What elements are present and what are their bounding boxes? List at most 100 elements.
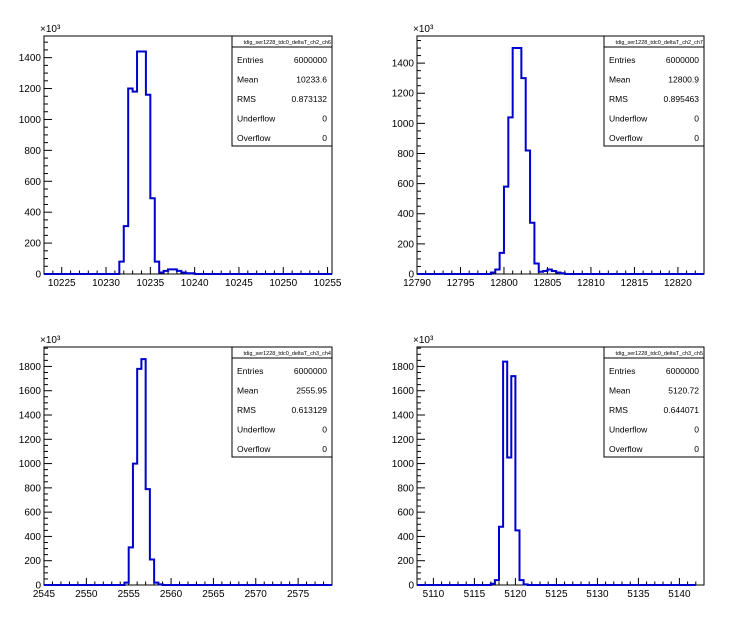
y-tick-label: 200	[24, 239, 41, 250]
y-tick-label: 1200	[19, 435, 42, 446]
y-tick-label: 1800	[392, 362, 415, 373]
histogram-series-line	[44, 50, 332, 275]
y-exponent-label: ×10³	[40, 24, 61, 35]
y-tick-label: 1000	[19, 115, 42, 126]
stats-box	[231, 35, 333, 147]
y-tick-label: 1000	[392, 459, 415, 470]
stats-title: tdig_ser1228_tdc0_deltaT_ch2_ch6	[244, 40, 331, 46]
stats-value: 0	[322, 133, 327, 143]
stats-value: 5120.72	[668, 386, 699, 396]
x-tick-label: 2565	[202, 589, 225, 600]
x-tick-label: 2550	[75, 589, 98, 600]
stats-value: 0	[322, 425, 327, 435]
stats-value: 6000000	[294, 55, 327, 65]
x-tick-label: 12795	[447, 278, 475, 289]
stats-title: tdig_ser1228_tdc0_deltaT_ch2_ch7	[616, 40, 703, 46]
x-tick-label: 2560	[160, 589, 183, 600]
y-tick-label: 1200	[19, 84, 42, 95]
x-tick-label: 12820	[664, 278, 692, 289]
x-tick-label: 5140	[668, 589, 691, 600]
stats-label: Overflow	[609, 133, 643, 143]
stats-label: Entries	[609, 55, 635, 65]
y-tick-label: 800	[24, 483, 41, 494]
x-tick-label: 10230	[92, 278, 120, 289]
x-tick-label: 5125	[545, 589, 568, 600]
stats-label: Entries	[237, 366, 263, 376]
stats-value: 0	[694, 425, 699, 435]
stats-value: 0	[322, 444, 327, 454]
y-tick-label: 200	[397, 556, 414, 567]
y-tick-label: 800	[24, 146, 41, 157]
y-tick-label: 1000	[19, 459, 42, 470]
y-tick-label: 0	[35, 581, 41, 592]
x-tick-label: 5115	[464, 589, 486, 600]
y-tick-label: 600	[24, 177, 41, 188]
histogram-series-line	[417, 360, 696, 586]
y-tick-label: 800	[397, 483, 414, 494]
stats-box	[603, 346, 705, 458]
x-tick-label: 10235	[136, 278, 164, 289]
stats-label: Entries	[237, 55, 263, 65]
stats-label: Underflow	[237, 425, 276, 435]
x-tick-label: 12790	[403, 278, 431, 289]
y-tick-label: 800	[397, 149, 414, 160]
stats-label: Overflow	[237, 133, 271, 143]
stats-value: 0	[694, 133, 699, 143]
stats-label: Entries	[609, 366, 635, 376]
y-tick-label: 1400	[19, 411, 42, 422]
y-tick-label: 1600	[19, 386, 42, 397]
y-tick-label: 200	[24, 556, 41, 567]
x-tick-label: 10250	[269, 278, 297, 289]
x-tick-label: 2570	[245, 589, 268, 600]
y-tick-label: 1600	[392, 386, 415, 397]
x-tick-label: 5120	[504, 589, 527, 600]
y-tick-label: 0	[408, 270, 414, 281]
stats-label: Mean	[237, 386, 259, 396]
x-tick-label: 10240	[181, 278, 209, 289]
stats-label: RMS	[609, 94, 628, 104]
x-tick-label: 5110	[423, 589, 445, 600]
stats-label: Mean	[609, 386, 631, 396]
y-tick-label: 1400	[392, 59, 415, 70]
stats-label: Mean	[237, 75, 259, 85]
stats-value: 0	[694, 444, 699, 454]
stats-value: 2555.95	[296, 386, 327, 396]
histogram-panel-1: 10225 10230 10235 10240 10245 10250 10255 0 200 4…	[19, 24, 342, 289]
y-tick-label: 600	[397, 508, 414, 519]
y-exponent-label: ×10³	[413, 335, 434, 346]
stats-value: 0.895463	[664, 94, 700, 104]
y-exponent-label: ×10³	[40, 335, 61, 346]
y-tick-label: 1000	[392, 119, 415, 130]
stats-box	[231, 346, 333, 458]
y-tick-label: 400	[24, 532, 41, 543]
stats-value: 0.873132	[292, 94, 328, 104]
stats-value: 6000000	[666, 55, 699, 65]
stats-label: Underflow	[237, 114, 276, 124]
y-tick-label: 600	[24, 508, 41, 519]
y-tick-label: 1200	[392, 435, 415, 446]
x-tick-label: 12805	[534, 278, 562, 289]
x-tick-label: 2545	[33, 589, 56, 600]
x-tick-label: 2575	[287, 589, 310, 600]
y-tick-label: 0	[408, 581, 414, 592]
y-tick-label: 400	[24, 208, 41, 219]
histogram-series-line	[44, 358, 332, 586]
stats-label: Underflow	[609, 114, 648, 124]
x-tick-label: 10245	[225, 278, 253, 289]
y-tick-label: 1800	[19, 362, 42, 373]
histogram-panel-3: 2545 2550 2555 2560 2565 2570 2575 0 200 400 600 80…	[19, 335, 333, 600]
y-tick-label: 1400	[392, 411, 415, 422]
stats-value: 0.644071	[664, 405, 700, 415]
x-tick-label: 2555	[118, 589, 141, 600]
stats-label: RMS	[237, 405, 256, 415]
x-tick-label: 12815	[621, 278, 649, 289]
stats-title: tdig_ser1228_tdc0_deltaT_ch3_ch5	[616, 351, 703, 357]
stats-value: 0.613129	[292, 405, 328, 415]
y-tick-label: 0	[35, 270, 41, 281]
stats-value: 10233.6	[296, 75, 327, 85]
y-tick-label: 1200	[392, 89, 415, 100]
stats-value: 6000000	[666, 366, 699, 376]
x-tick-label: 12800	[490, 278, 518, 289]
stats-label: RMS	[609, 405, 628, 415]
